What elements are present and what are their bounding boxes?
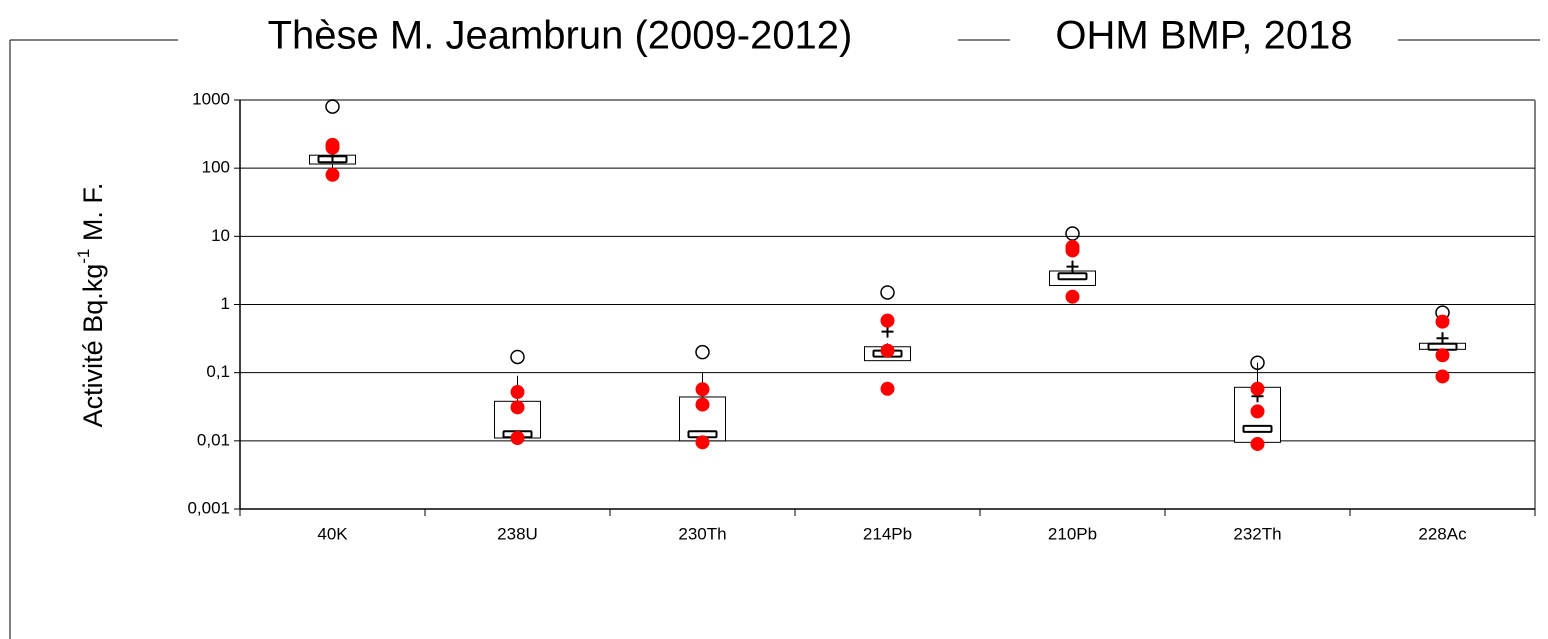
x-tick-label: 214Pb bbox=[863, 524, 912, 543]
data-point bbox=[695, 382, 710, 397]
data-point bbox=[1250, 404, 1265, 419]
data-point bbox=[510, 431, 525, 446]
data-point bbox=[1065, 243, 1080, 258]
y-tick-label: 1000 bbox=[192, 89, 230, 108]
median bbox=[1242, 424, 1273, 433]
y-tick-label: 0,001 bbox=[187, 498, 230, 517]
outlier bbox=[695, 344, 710, 360]
x-tick-label: 238U bbox=[497, 524, 538, 543]
data-point bbox=[1065, 289, 1080, 304]
data-point bbox=[1435, 348, 1450, 363]
data-point bbox=[880, 381, 895, 396]
data-point bbox=[1250, 436, 1265, 451]
outlier bbox=[325, 99, 340, 114]
y-tick-label: 0,01 bbox=[197, 430, 230, 449]
outlier bbox=[510, 349, 525, 365]
x-tick-label: 232Th bbox=[1233, 524, 1281, 543]
y-tick-label: 100 bbox=[202, 158, 230, 177]
y-label-part: M. F. bbox=[78, 183, 108, 249]
x-tick-label: 210Pb bbox=[1048, 524, 1097, 543]
data-point bbox=[695, 397, 710, 412]
y-label-part: Activité Bq.kg bbox=[78, 264, 108, 428]
outlier bbox=[1250, 355, 1265, 370]
y-label-sup: -1 bbox=[74, 249, 93, 264]
data-point bbox=[325, 167, 340, 182]
y-axis-label: Activité Bq.kg-1 M. F. bbox=[74, 183, 108, 428]
data-point bbox=[1435, 314, 1450, 329]
y-tick-label: 10 bbox=[211, 226, 230, 245]
y-tick-label: 1 bbox=[221, 294, 230, 313]
data-point bbox=[1250, 381, 1265, 396]
data-point bbox=[510, 400, 525, 415]
data-point bbox=[325, 140, 340, 155]
y-tick-label: 0,1 bbox=[206, 362, 230, 381]
data-point bbox=[695, 435, 710, 450]
data-point bbox=[880, 313, 895, 328]
outlier bbox=[880, 285, 895, 300]
median bbox=[1057, 272, 1088, 281]
x-tick-label: 228Ac bbox=[1418, 524, 1467, 543]
mean-marker bbox=[1066, 260, 1079, 273]
data-point bbox=[1435, 369, 1450, 384]
mean-marker bbox=[1436, 332, 1449, 345]
x-tick-label: 230Th bbox=[678, 524, 726, 543]
data-point bbox=[880, 343, 895, 358]
data-point bbox=[510, 385, 525, 400]
frame bbox=[9, 39, 1540, 639]
legend-title: OHM BMP, 2018 bbox=[1055, 14, 1352, 58]
outlier bbox=[1065, 226, 1080, 241]
legend-title: Thèse M. Jeambrun (2009-2012) bbox=[268, 14, 853, 58]
x-tick-label: 40K bbox=[317, 524, 348, 543]
